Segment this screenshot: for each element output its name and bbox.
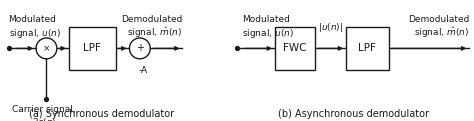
Text: signal, $u(n)$: signal, $u(n)$ [242,27,294,40]
Text: (b) Asynchronous demodulator: (b) Asynchronous demodulator [278,109,428,119]
Text: LPF: LPF [358,43,376,53]
Text: Modulated: Modulated [9,15,56,24]
Text: $|u(n)|$: $|u(n)|$ [318,21,343,34]
Text: signal, $\hat{m}(n)$: signal, $\hat{m}(n)$ [128,25,182,40]
Text: Modulated: Modulated [242,15,290,24]
Text: -A: -A [138,66,147,75]
Text: +: + [136,43,144,53]
Bar [275,27,315,70]
Text: Demodulated: Demodulated [408,15,469,24]
Text: LPF: LPF [83,43,101,53]
Text: FWC: FWC [283,43,307,53]
Bar [69,27,116,70]
Text: signal, $\hat{m}(n)$: signal, $\hat{m}(n)$ [414,25,469,40]
Text: signal, $u(n)$: signal, $u(n)$ [9,27,61,40]
Text: (a) Synchronous demodulator: (a) Synchronous demodulator [29,109,174,119]
Text: $2c(n)$: $2c(n)$ [32,116,56,121]
Text: Carrier signal,: Carrier signal, [12,105,76,114]
Text: $\times$: $\times$ [42,44,51,53]
Bar [346,27,389,70]
Text: Demodulated: Demodulated [121,15,182,24]
